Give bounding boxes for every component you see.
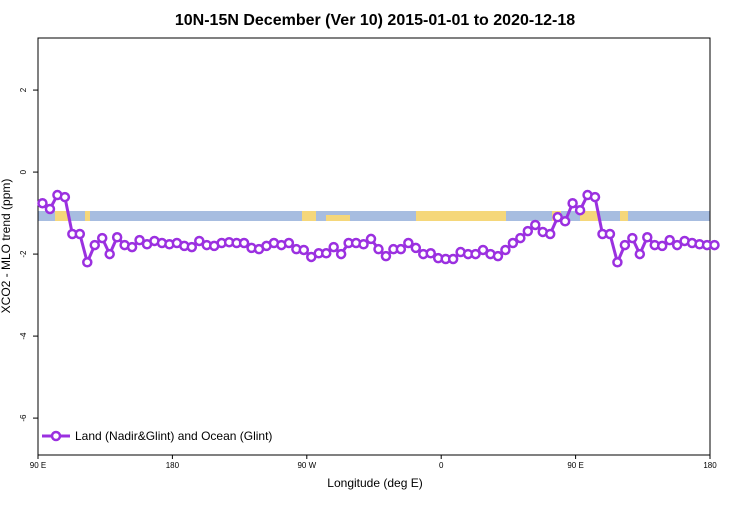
data-point bbox=[634, 248, 646, 260]
data-point bbox=[111, 232, 123, 243]
data-point bbox=[567, 197, 578, 209]
data-point bbox=[82, 257, 93, 268]
y-axis-label: XCO2 - MLO trend (ppm) bbox=[0, 179, 13, 314]
x-tick-label: 180 bbox=[703, 461, 717, 470]
data-point bbox=[642, 232, 653, 243]
data-point bbox=[126, 241, 138, 253]
y-tick-label: 0 bbox=[19, 169, 28, 174]
data-point bbox=[358, 238, 369, 250]
data-point bbox=[470, 248, 481, 260]
data-point bbox=[627, 232, 638, 244]
data-point bbox=[671, 239, 683, 251]
data-point bbox=[530, 219, 541, 231]
data-point bbox=[44, 203, 56, 215]
data-point bbox=[604, 228, 616, 240]
chart-title: 10N-15N December (Ver 10) 2015-01-01 to … bbox=[175, 12, 575, 29]
data-point bbox=[194, 235, 205, 247]
legend-marker bbox=[50, 430, 62, 442]
data-point bbox=[619, 239, 631, 251]
data-point bbox=[298, 244, 310, 256]
x-tick-label: 90 W bbox=[297, 461, 316, 470]
data-point bbox=[380, 250, 392, 262]
data-point bbox=[447, 253, 459, 265]
data-point bbox=[612, 257, 623, 268]
data-point bbox=[37, 197, 48, 209]
data-point bbox=[544, 228, 556, 240]
data-point bbox=[664, 234, 675, 246]
data-point bbox=[186, 241, 198, 253]
data-point bbox=[104, 248, 115, 260]
x-axis-label: Longitude (deg E) bbox=[327, 476, 422, 490]
data-point bbox=[507, 237, 519, 249]
data-point bbox=[410, 242, 422, 254]
data-point bbox=[283, 237, 295, 249]
data-point bbox=[328, 241, 339, 253]
data-point bbox=[238, 237, 250, 249]
data-point bbox=[74, 228, 86, 240]
y-tick-label: 2 bbox=[19, 87, 28, 92]
data-point bbox=[589, 191, 601, 203]
data-point bbox=[522, 225, 534, 237]
data-point bbox=[365, 233, 377, 245]
y-tick-label: -2 bbox=[19, 250, 28, 258]
x-tick-label: 90 E bbox=[567, 461, 583, 470]
legend: Land (Nadir&Glint) and Ocean (Glint) bbox=[42, 429, 272, 443]
data-point bbox=[134, 234, 145, 246]
data-point bbox=[709, 239, 720, 251]
data-point bbox=[559, 216, 571, 227]
data-point bbox=[552, 211, 563, 223]
data-point bbox=[500, 244, 511, 256]
data-point bbox=[335, 248, 347, 260]
x-tick-label: 180 bbox=[166, 461, 180, 470]
data-point bbox=[96, 232, 108, 244]
data-point bbox=[320, 248, 332, 259]
data-point bbox=[425, 248, 436, 259]
x-tick-label: 90 E bbox=[30, 461, 46, 470]
data-point bbox=[515, 232, 526, 244]
data-point bbox=[403, 237, 414, 249]
y-tick-label: -6 bbox=[19, 414, 28, 422]
data-point bbox=[89, 239, 100, 251]
legend-label: Land (Nadir&Glint) and Ocean (Glint) bbox=[75, 429, 272, 443]
data-point bbox=[574, 204, 586, 216]
data-point bbox=[395, 243, 407, 255]
y-tick-label: -4 bbox=[19, 332, 28, 340]
data-point bbox=[477, 244, 489, 256]
land-ocean-strip bbox=[38, 211, 710, 221]
data-point bbox=[656, 240, 668, 252]
data-point bbox=[59, 191, 71, 203]
x-tick-label: 0 bbox=[439, 461, 444, 470]
data-point bbox=[373, 243, 384, 255]
data-point bbox=[492, 250, 504, 262]
